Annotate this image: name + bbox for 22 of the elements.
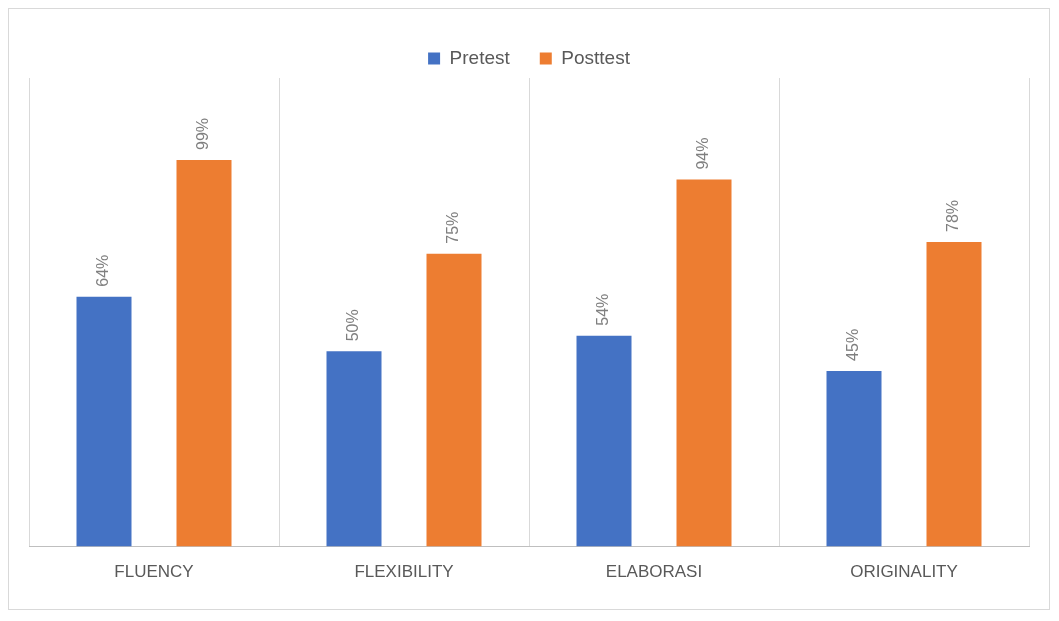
legend-label: Posttest [561, 46, 631, 68]
data-label: 75% [444, 211, 462, 244]
bar [576, 335, 632, 547]
data-label: 45% [844, 328, 862, 361]
bar [76, 296, 132, 547]
data-label: 64% [94, 254, 112, 287]
x-tick-label: ORIGINALITY [850, 562, 958, 582]
x-tick-label: FLUENCY [114, 562, 194, 582]
data-label: 50% [344, 309, 362, 342]
bar [826, 370, 882, 547]
data-label: 99% [194, 117, 212, 151]
x-tick-label: FLEXIBILITY [354, 562, 454, 582]
data-label: 78% [944, 199, 962, 233]
x-tick-label: ELABORASI [605, 562, 703, 582]
bar [926, 242, 982, 547]
data-label: 54% [594, 293, 612, 326]
bar [176, 160, 232, 547]
bar [426, 253, 482, 547]
bar [676, 179, 732, 547]
bar [326, 351, 382, 547]
data-label: 94% [694, 137, 712, 170]
legend-label: Pretest [449, 46, 511, 68]
